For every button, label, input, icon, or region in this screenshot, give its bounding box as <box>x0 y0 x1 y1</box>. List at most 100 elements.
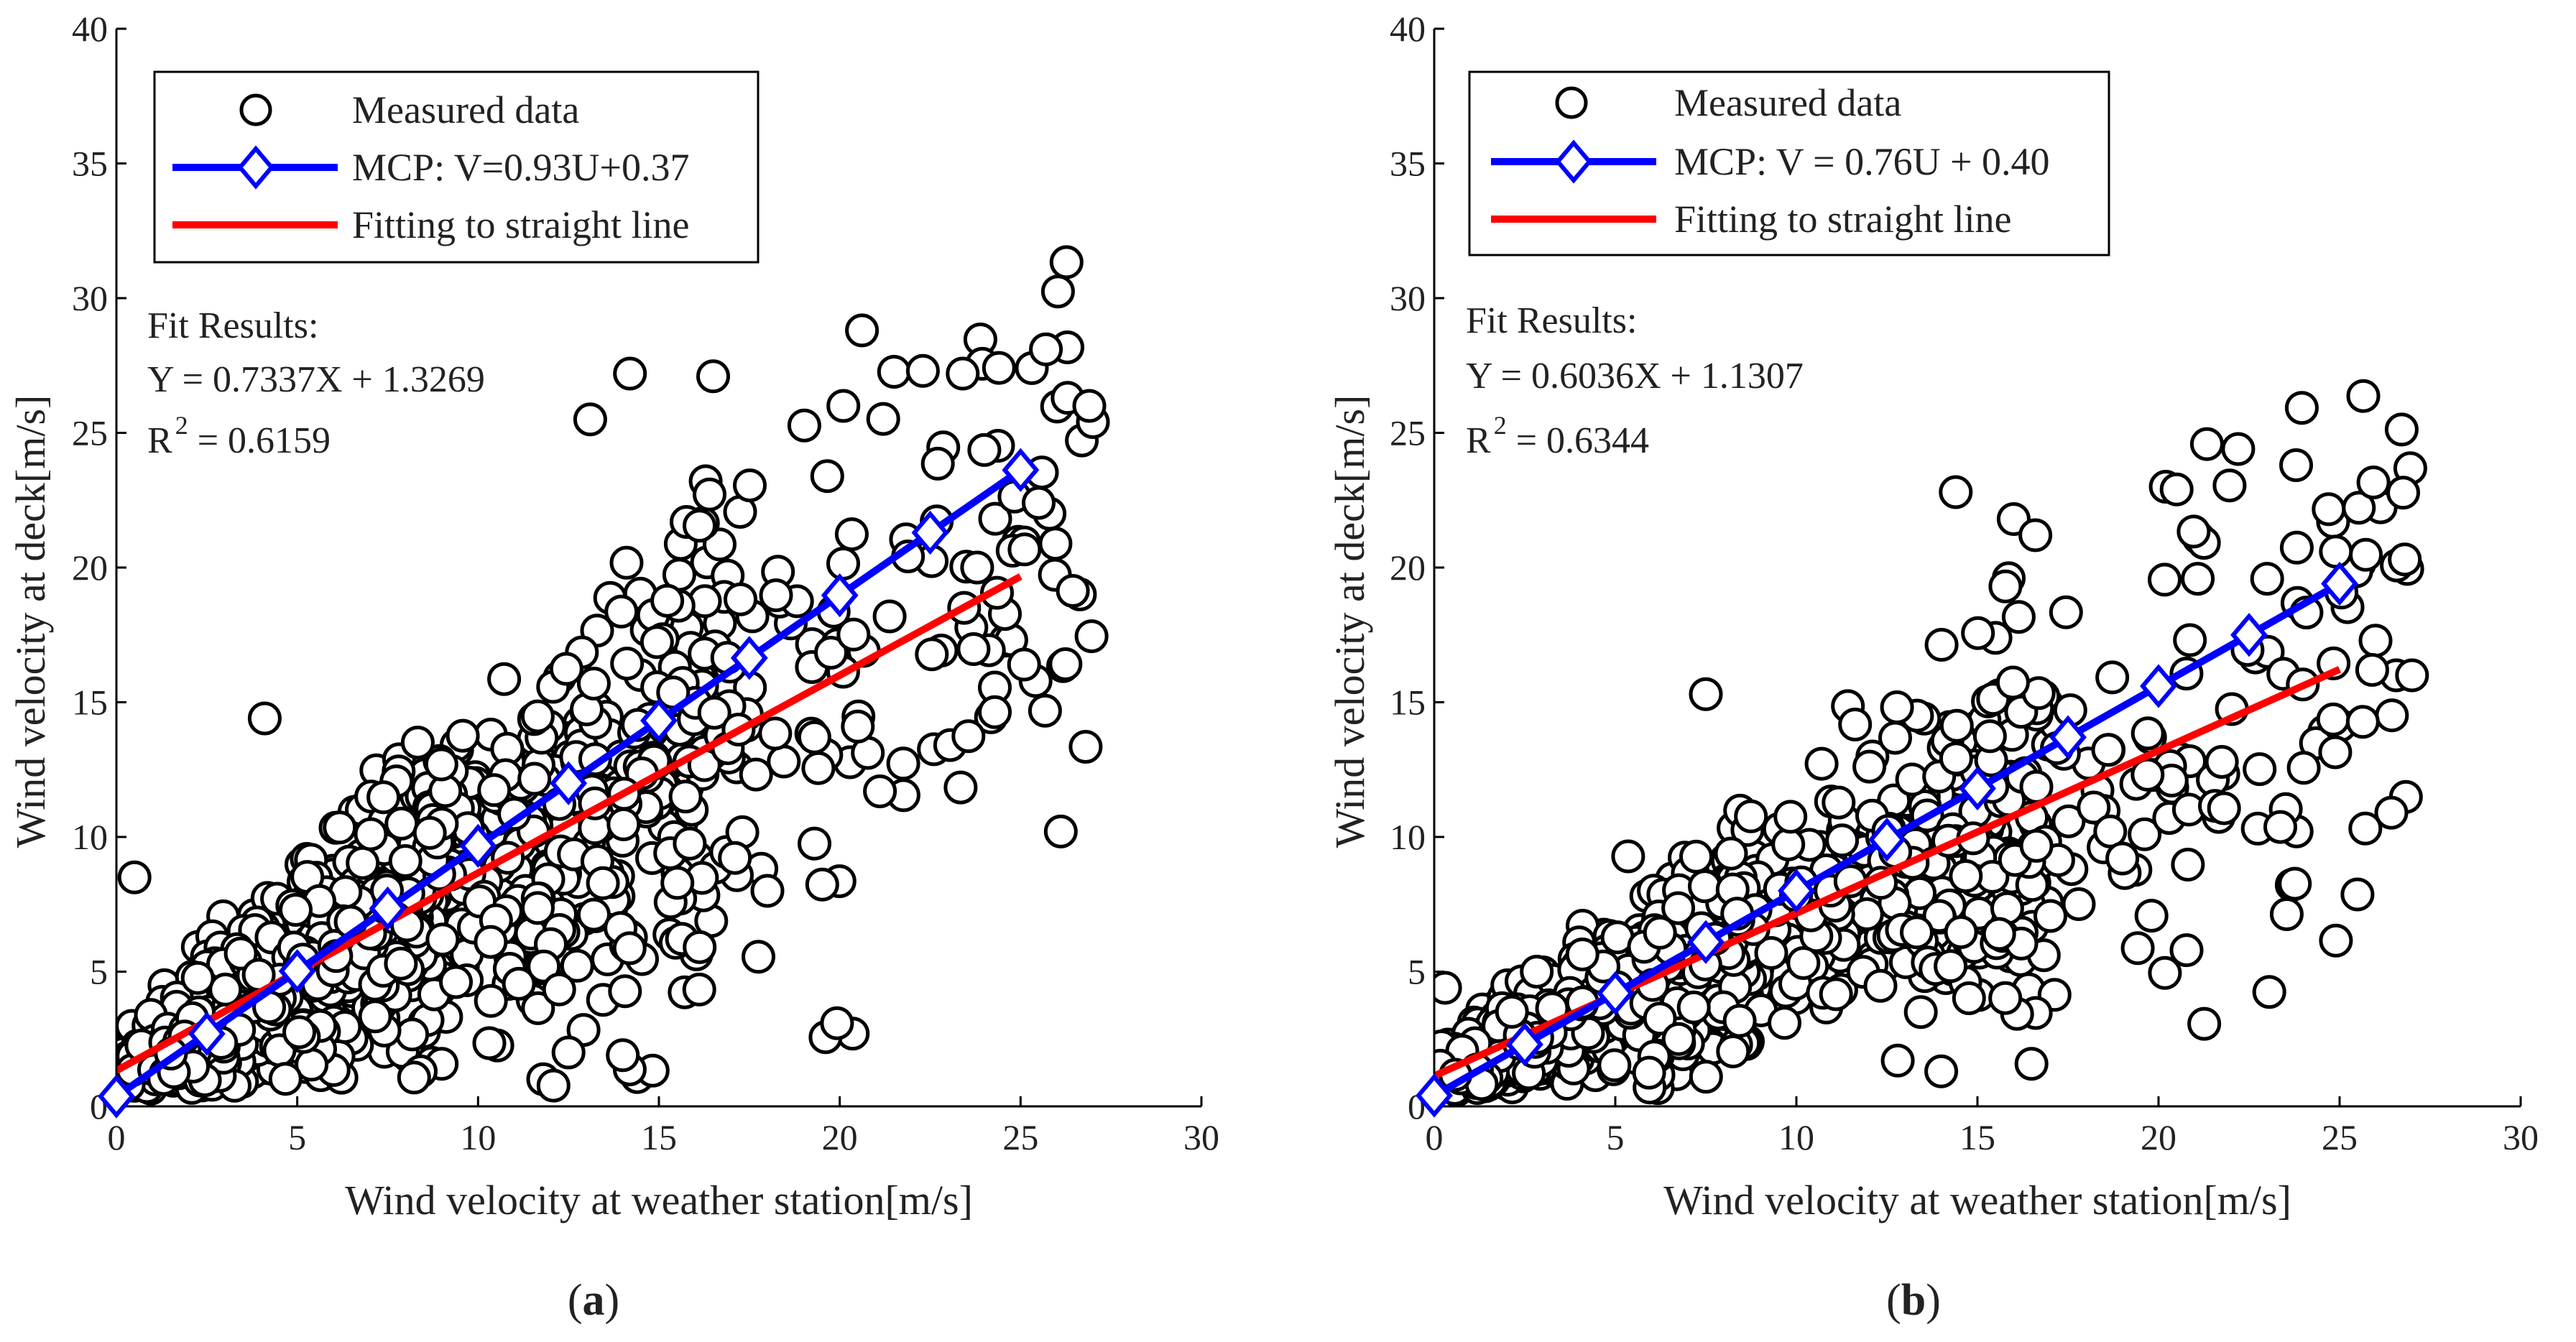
data-point <box>2049 595 2083 629</box>
data-point <box>2019 828 2054 863</box>
legend-label-mcp: MCP: V = 0.76U + 0.40 <box>1674 140 2050 183</box>
data-point <box>346 846 380 880</box>
data-point <box>2105 841 2140 876</box>
mcp-diamond-marker <box>821 573 859 618</box>
data-point <box>787 408 821 443</box>
x-tick-label: 15 <box>1959 1117 1995 1157</box>
data-point <box>1661 891 1696 925</box>
y-tick-label: 5 <box>90 952 108 992</box>
data-point <box>2374 795 2409 830</box>
data-point <box>2384 412 2419 447</box>
mcp-diamond-marker <box>278 949 316 994</box>
mcp-diamond-marker <box>2049 715 2087 759</box>
data-point <box>425 922 460 957</box>
data-point <box>2286 751 2321 785</box>
data-point <box>1676 990 1711 1024</box>
data-point <box>2130 757 2165 792</box>
x-tick-label: 5 <box>288 1117 306 1157</box>
legend-marker-mcp <box>237 145 274 190</box>
y-tick-label: 10 <box>1390 817 1426 857</box>
data-point <box>1952 981 1986 1015</box>
data-point <box>1072 389 1107 423</box>
data-point <box>2356 466 2391 499</box>
data-point <box>208 972 243 1006</box>
data-point <box>1632 1055 1666 1090</box>
data-point <box>967 432 1002 467</box>
data-point <box>1852 749 1887 784</box>
data-point <box>1661 1022 1696 1056</box>
data-point <box>487 662 522 696</box>
data-point <box>1934 949 1968 984</box>
data-point <box>978 501 1012 536</box>
r2-value: = 0.6159 <box>188 420 331 461</box>
y-tick-label: 40 <box>72 9 108 49</box>
x-tick-label: 30 <box>1183 1117 1219 1157</box>
data-point <box>180 961 215 995</box>
data-point <box>576 897 611 932</box>
data-point <box>549 652 583 686</box>
data-point <box>1825 823 1860 858</box>
x-tick-label: 20 <box>822 1117 858 1157</box>
data-point <box>1939 741 1973 776</box>
fit-results-title: Fit Results: <box>147 305 318 346</box>
data-point <box>474 925 508 959</box>
data-point <box>820 1006 854 1040</box>
data-point <box>1995 665 2030 700</box>
data-point <box>920 446 955 481</box>
data-point <box>866 402 900 436</box>
data-point <box>1924 628 1959 662</box>
data-point <box>1900 915 1934 950</box>
data-point <box>2130 716 2165 751</box>
data-point <box>693 477 726 512</box>
data-point <box>1944 915 1978 949</box>
mcp-diamond-marker <box>2321 561 2358 606</box>
data-point <box>2346 379 2381 413</box>
y-tick-label: 40 <box>1390 9 1426 49</box>
data-point <box>573 402 607 437</box>
x-axis-title: Wind velocity at weather station[m/s] <box>345 1177 973 1223</box>
data-point <box>384 806 419 841</box>
data-point <box>683 930 717 964</box>
series-measured-data <box>116 245 1110 1106</box>
r2-value: = 0.6344 <box>1507 420 1649 461</box>
data-point <box>2317 646 2351 680</box>
mcp-diamond-marker <box>1959 766 1996 811</box>
data-point <box>576 667 611 700</box>
data-point <box>668 779 703 814</box>
data-point <box>551 1035 586 1070</box>
data-point <box>1714 836 1748 871</box>
data-point <box>834 517 869 552</box>
data-point <box>1074 619 1109 654</box>
data-point <box>650 583 685 618</box>
data-point <box>2342 491 2376 525</box>
data-point <box>1565 938 1599 971</box>
data-point <box>2250 562 2284 596</box>
data-point <box>1961 616 1995 650</box>
data-point <box>1768 1006 1801 1040</box>
data-point <box>1716 1035 1750 1068</box>
data-point <box>1949 859 1983 893</box>
x-tick-label: 0 <box>1426 1117 1444 1157</box>
data-point <box>2171 848 2205 881</box>
data-point <box>1982 917 2016 951</box>
data-point <box>2319 923 2353 958</box>
data-point <box>2033 899 2067 933</box>
data-point <box>1643 915 1677 950</box>
data-point <box>767 744 801 779</box>
data-point <box>2189 427 2224 461</box>
y-axis-title: Wind velocity at deck[m/s] <box>1326 395 1373 848</box>
mcp-diamond-marker <box>730 636 768 680</box>
r2-symbol: R <box>147 420 172 461</box>
data-point <box>960 550 994 585</box>
legend-marker-measured <box>1555 86 1588 119</box>
data-point <box>1049 245 1084 279</box>
data-point <box>1056 574 1090 608</box>
data-point <box>542 972 576 1006</box>
data-point <box>826 547 860 580</box>
panel-label-b: (b) <box>1886 1276 1941 1325</box>
data-point <box>1863 968 1898 1003</box>
data-point <box>397 1060 431 1095</box>
data-point <box>718 841 752 875</box>
